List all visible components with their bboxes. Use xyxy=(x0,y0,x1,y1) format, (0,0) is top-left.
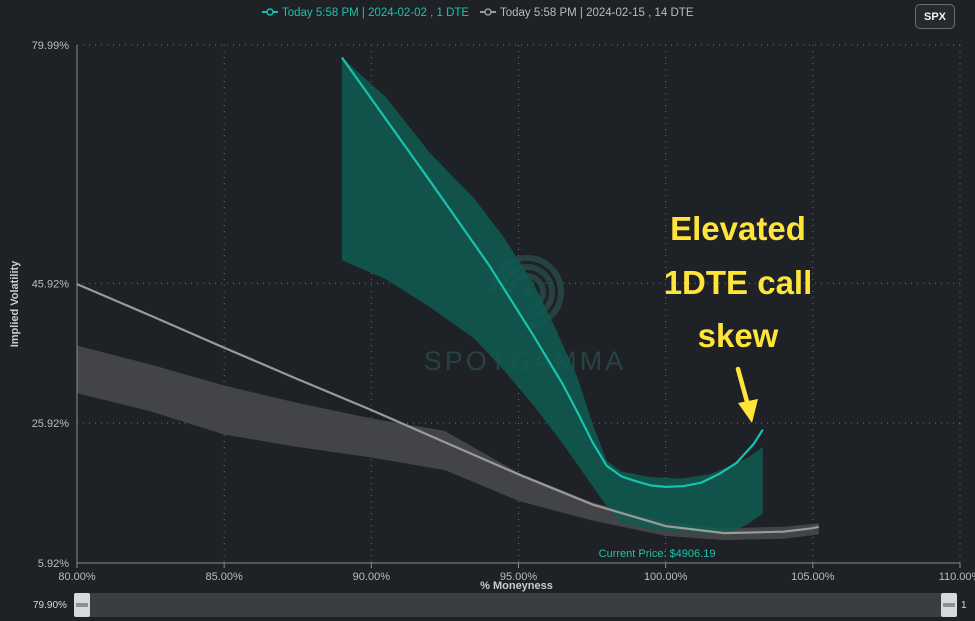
y-tick-label: 45.92% xyxy=(32,278,70,290)
x-tick-label: 85.00% xyxy=(206,571,244,583)
legend[interactable]: Today 5:58 PM | 2024-02-02 , 1 DTE Today … xyxy=(262,7,694,19)
legend-marker xyxy=(266,8,274,16)
annotation-line: skew xyxy=(698,317,779,354)
series-line-14dte xyxy=(76,283,819,535)
slider-handle-left[interactable] xyxy=(74,593,90,617)
legend-label: Today 5:58 PM | 2024-02-02 , 1 DTE xyxy=(282,7,469,19)
annotation-arrow-head xyxy=(738,399,758,423)
iv-lines xyxy=(76,56,819,535)
annotation-line: Elevated xyxy=(670,210,806,247)
series-line-1dte xyxy=(341,56,764,488)
y-tick-label: 79.99% xyxy=(32,40,70,52)
y-tick-label: 5.92% xyxy=(38,558,69,570)
x-tick-label: 100.00% xyxy=(644,571,688,583)
x-tick-label: 95.00% xyxy=(500,571,538,583)
x-axis-title: % Moneyness xyxy=(480,580,553,592)
x-tick-label: 80.00% xyxy=(58,571,96,583)
slider-handle-right[interactable] xyxy=(941,593,957,617)
slider-max-label: 1 xyxy=(961,600,967,611)
legend-marker xyxy=(484,8,492,16)
x-tick-label: 90.00% xyxy=(353,571,391,583)
y-axis-title: Implied Volatility xyxy=(9,260,21,347)
axes: 80.00% 85.00% 90.00% 95.00% 100.00% 105.00% 11… xyxy=(9,40,975,592)
legend-item-1dte[interactable]: Today 5:58 PM | 2024-02-02 , 1 DTE xyxy=(262,7,469,19)
annotation-line: 1DTE call xyxy=(664,264,813,301)
range-slider-track[interactable] xyxy=(74,593,957,617)
y-tick-label: 25.92% xyxy=(32,418,70,430)
x-tick-label: 110.00% xyxy=(939,571,975,583)
slider-min-label: 79.90% xyxy=(33,600,67,611)
x-tick-label: 105.00% xyxy=(791,571,835,583)
band-1dte xyxy=(341,57,763,534)
legend-item-14dte[interactable]: Today 5:58 PM | 2024-02-15 , 14 DTE xyxy=(480,7,694,19)
spx-button[interactable]: SPX xyxy=(915,4,955,29)
legend-label: Today 5:58 PM | 2024-02-15 , 14 DTE xyxy=(500,7,694,19)
current-price-label: Current Price: $4906.19 xyxy=(599,548,716,560)
annotation: Elevated 1DTE call skew xyxy=(664,210,813,423)
